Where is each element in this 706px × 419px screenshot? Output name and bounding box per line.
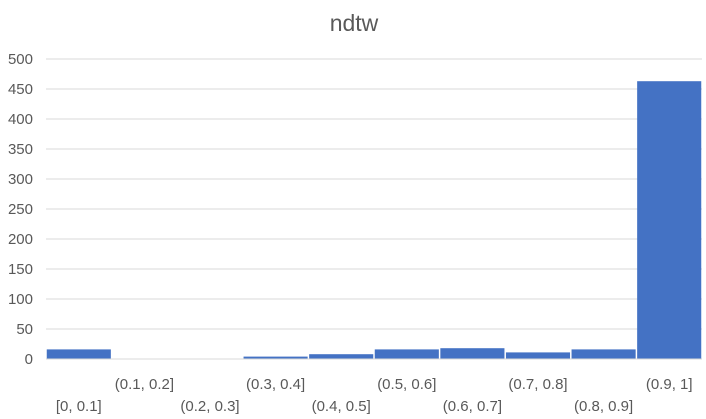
y-tick-label: 250	[8, 201, 33, 218]
bar-5	[374, 349, 439, 359]
y-tick-label: 0	[25, 351, 33, 368]
x-category-label: [0, 0.1]	[56, 398, 102, 415]
x-category-label: (0.8, 0.9]	[574, 398, 633, 415]
chart-title: ndtw	[330, 10, 379, 36]
x-category-label: (0.2, 0.3]	[180, 398, 239, 415]
y-tick-label: 400	[8, 111, 33, 128]
x-category-label: (0.5, 0.6]	[377, 376, 436, 393]
bar-6	[440, 348, 505, 359]
bars	[46, 81, 702, 359]
y-tick-label: 50	[16, 321, 33, 338]
y-tick-label: 300	[8, 171, 33, 188]
x-category-label: (0.7, 0.8]	[508, 376, 567, 393]
x-category-label: (0.9, 1]	[646, 376, 693, 393]
bar-7	[505, 352, 571, 359]
bar-9	[637, 81, 702, 359]
y-axis-tick-labels: 0 50 100 150 200 250 300 350 400 450 500	[8, 51, 33, 368]
x-category-label: (0.4, 0.5]	[312, 398, 371, 415]
bar-0	[46, 349, 111, 359]
x-axis-category-labels: [0, 0.1] (0.1, 0.2] (0.2, 0.3] (0.3, 0.4] (0…	[56, 376, 693, 415]
x-category-label: (0.6, 0.7]	[443, 398, 502, 415]
bar-4	[309, 354, 374, 359]
x-category-label: (0.1, 0.2]	[115, 376, 174, 393]
gridlines	[46, 58, 702, 330]
y-tick-label: 200	[8, 231, 33, 248]
y-tick-label: 100	[8, 291, 33, 308]
bar-3	[243, 356, 308, 359]
y-tick-label: 350	[8, 141, 33, 158]
y-tick-label: 450	[8, 81, 33, 98]
y-tick-label: 150	[8, 261, 33, 278]
x-category-label: (0.3, 0.4]	[246, 376, 305, 393]
bar-8	[571, 349, 636, 359]
y-tick-label: 500	[8, 51, 33, 68]
